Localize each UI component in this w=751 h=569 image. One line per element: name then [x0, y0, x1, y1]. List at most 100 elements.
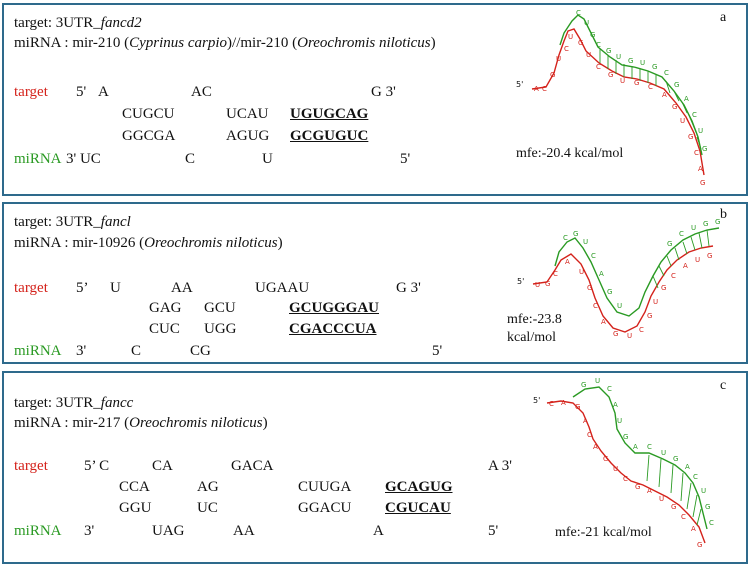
svg-text:G: G — [606, 47, 611, 55]
svg-text:U: U — [695, 256, 700, 264]
mirna-name-line: miRNA : mir-210 (Cyprinus carpio)//mir-2… — [14, 35, 436, 51]
svg-text:G: G — [575, 403, 580, 411]
svg-text:U: U — [595, 377, 600, 385]
seq-token: G 3' — [371, 84, 396, 100]
seq-token: UGG — [204, 321, 237, 337]
svg-text:U: U — [627, 332, 632, 340]
seq-token: A — [98, 84, 109, 100]
mfe-label: mfe:-23.8 kcal/mol — [507, 312, 562, 345]
svg-text:G: G — [603, 455, 608, 463]
svg-text:U: U — [583, 238, 588, 246]
svg-text:C: C — [596, 63, 601, 71]
five-prime-label: 5' — [533, 396, 540, 405]
svg-text:U: U — [698, 127, 703, 135]
seq-token: A 3' — [488, 458, 512, 474]
svg-text:G: G — [647, 312, 652, 320]
svg-text:A: A — [565, 258, 570, 266]
svg-text:C: C — [664, 69, 669, 77]
mfe-label: mfe:-21 kcal/mol — [555, 525, 652, 540]
svg-text:C: C — [694, 149, 699, 157]
svg-text:U: U — [680, 117, 685, 125]
panel-a: a target: 3UTR_fancd2 miRNA : mir-210 (C… — [2, 3, 748, 196]
seq-token: 3' — [84, 523, 95, 539]
svg-text:G: G — [707, 252, 712, 260]
svg-text:G: G — [652, 63, 657, 71]
svg-text:C: C — [647, 443, 652, 451]
seq-token: GGCGA — [122, 128, 176, 144]
seq-token: GGU — [119, 500, 152, 516]
seq-token: UGAAU — [255, 280, 310, 296]
svg-text:C: C — [681, 513, 686, 521]
svg-text:G: G — [578, 39, 583, 47]
seq-token: UCAU — [226, 106, 269, 122]
svg-text:U: U — [586, 51, 591, 59]
svg-text:G: G — [581, 381, 586, 389]
svg-text:G: G — [715, 218, 720, 226]
svg-text:U: U — [691, 224, 696, 232]
mirna-label: miRNA — [14, 343, 62, 359]
seq-token: CUUGA — [298, 479, 352, 495]
target-gene-line: target: 3UTR_fancd2 — [14, 15, 142, 31]
target-label: target — [14, 458, 48, 474]
svg-text:U: U — [568, 33, 573, 41]
seq-token: AA — [233, 523, 255, 539]
svg-text:G: G — [702, 145, 707, 153]
svg-text:G: G — [573, 230, 578, 238]
svg-text:A: A — [647, 487, 652, 495]
svg-text:A: A — [698, 165, 703, 173]
svg-text:U: U — [640, 59, 645, 67]
svg-text:G: G — [661, 284, 666, 292]
seq-token: UC — [197, 500, 218, 516]
svg-text:U: U — [584, 19, 589, 27]
panel-letter: b — [720, 207, 727, 222]
svg-text:C: C — [563, 234, 568, 242]
svg-text:G: G — [550, 71, 555, 79]
svg-text:A: A — [662, 91, 667, 99]
seq-token: GAG — [149, 300, 182, 316]
svg-text:G: G — [587, 284, 592, 292]
seq-token: 5' — [76, 84, 87, 100]
svg-text:G: G — [607, 288, 612, 296]
seq-token: GCU — [204, 300, 236, 316]
svg-text:U: U — [661, 449, 666, 457]
seq-token: GACA — [231, 458, 274, 474]
svg-text:C: C — [607, 385, 612, 393]
svg-text:C: C — [591, 252, 596, 260]
svg-text:C: C — [576, 9, 581, 17]
svg-text:U: U — [659, 495, 664, 503]
seq-token: 3' — [76, 343, 87, 359]
mirna-name-line: miRNA : mir-217 (Oreochromis niloticus) — [14, 415, 268, 431]
svg-text:G: G — [623, 433, 628, 441]
svg-text:A: A — [613, 401, 618, 409]
seed-mirna: CGACCCUA — [289, 321, 377, 337]
svg-text:C: C — [671, 272, 676, 280]
panel-letter: c — [720, 378, 727, 393]
svg-text:C: C — [549, 400, 554, 408]
mirna-label: miRNA — [14, 151, 62, 167]
seq-token: AC — [191, 84, 212, 100]
svg-text:G: G — [671, 503, 676, 511]
svg-text:A: A — [534, 85, 539, 93]
svg-text:G: G — [634, 79, 639, 87]
seq-token: C — [131, 343, 142, 359]
svg-text:G: G — [705, 503, 710, 511]
target-gene-line: target: 3UTR_fancc — [14, 395, 134, 411]
seq-token: GGACU — [298, 500, 352, 516]
svg-text:C: C — [553, 270, 558, 278]
seed-mirna: CGUCAU — [385, 500, 451, 516]
seq-token: CG — [190, 343, 211, 359]
svg-text:C: C — [596, 41, 601, 49]
svg-text:C: C — [639, 326, 644, 334]
svg-text:C: C — [623, 475, 628, 483]
seq-token: CUC — [149, 321, 180, 337]
svg-text:A: A — [599, 270, 604, 278]
svg-text:C: C — [692, 111, 697, 119]
svg-text:G: G — [667, 240, 672, 248]
seq-token: A — [373, 523, 384, 539]
seq-token: AGUG — [226, 128, 270, 144]
seq-token: G 3' — [396, 280, 421, 296]
svg-text:U: U — [617, 417, 622, 425]
